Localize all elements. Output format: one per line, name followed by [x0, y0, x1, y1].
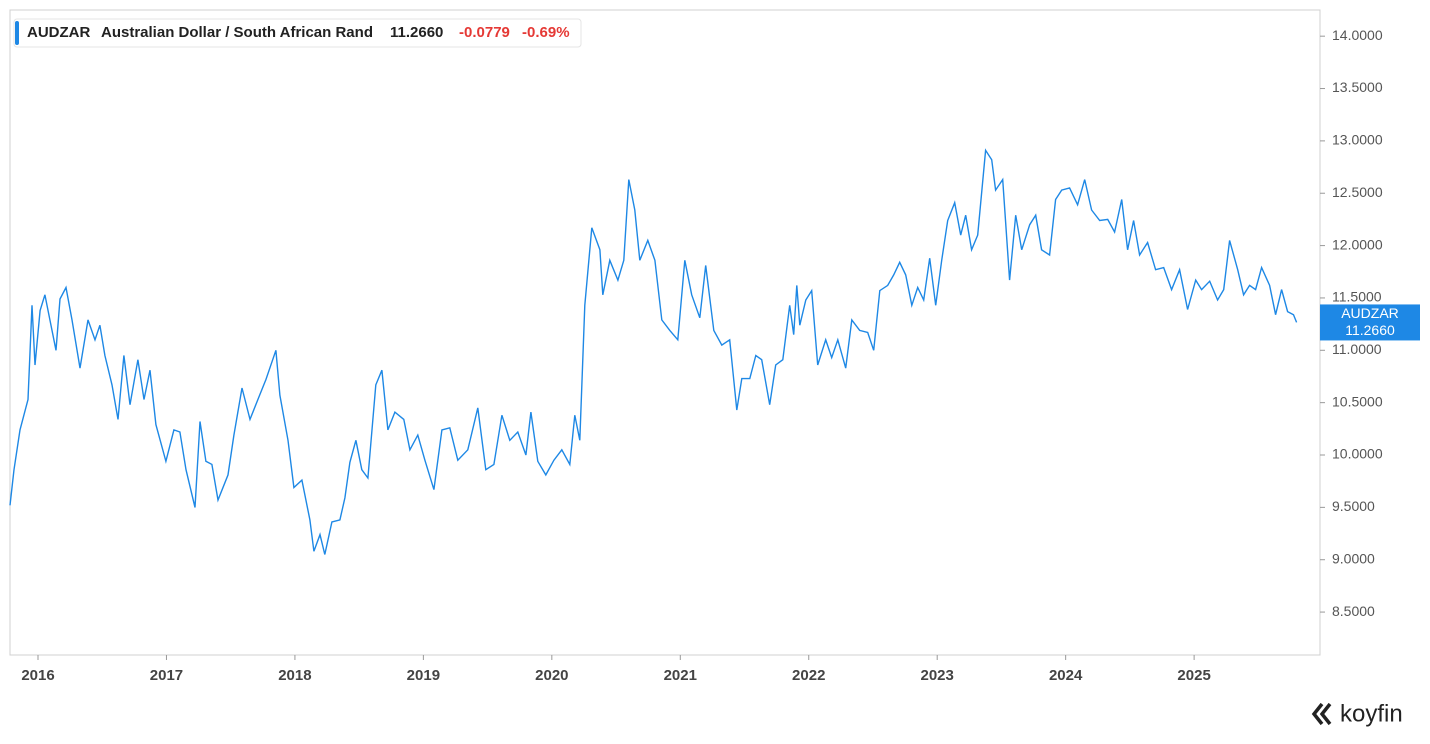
x-tick-label: 2023 [921, 667, 954, 684]
instrument-name: Australian Dollar / South African Rand [101, 24, 373, 41]
change: -0.0779 [459, 24, 510, 41]
x-tick-label: 2019 [407, 667, 440, 684]
x-tick-label: 2020 [535, 667, 568, 684]
x-tick-label: 2025 [1177, 667, 1210, 684]
y-tick-label: 9.5000 [1332, 498, 1375, 514]
symbol: AUDZAR [27, 24, 90, 41]
y-tick-label: 13.0000 [1332, 132, 1383, 148]
y-tick-label: 11.5000 [1332, 289, 1382, 305]
x-tick-label: 2021 [664, 667, 697, 684]
y-tick-label: 11.0000 [1332, 341, 1382, 357]
y-tick-label: 12.0000 [1332, 236, 1383, 252]
logo-mark [1311, 702, 1332, 726]
plot-frame [9, 9, 1321, 656]
legend-swatch [15, 21, 19, 45]
y-tick-label: 8.5000 [1332, 603, 1375, 619]
y-tick-label: 10.5000 [1332, 393, 1383, 409]
x-tick-label: 2018 [278, 667, 311, 684]
x-tick-label: 2017 [150, 667, 183, 684]
brand-logo: koyfin [1311, 700, 1403, 727]
last-price: 11.2660 [390, 24, 443, 41]
y-tick-label: 10.0000 [1332, 446, 1383, 462]
price-tag-value: 11.2660 [1345, 322, 1395, 338]
x-tick-label: 2024 [1049, 667, 1083, 684]
y-tick-label: 9.0000 [1332, 550, 1375, 566]
x-tick-label: 2022 [792, 667, 825, 684]
y-tick-label: 14.0000 [1332, 27, 1383, 43]
brand-name: koyfin [1340, 700, 1403, 727]
price-tag-symbol: AUDZAR [1341, 305, 1399, 321]
price-tag [1320, 304, 1420, 341]
x-tick-label: 2016 [21, 667, 54, 684]
y-tick-label: 12.5000 [1332, 184, 1383, 200]
price-line [9, 148, 1298, 555]
y-tick-label: 13.5000 [1332, 79, 1383, 95]
change-pct: -0.69% [522, 24, 570, 41]
legend-box [13, 18, 582, 48]
